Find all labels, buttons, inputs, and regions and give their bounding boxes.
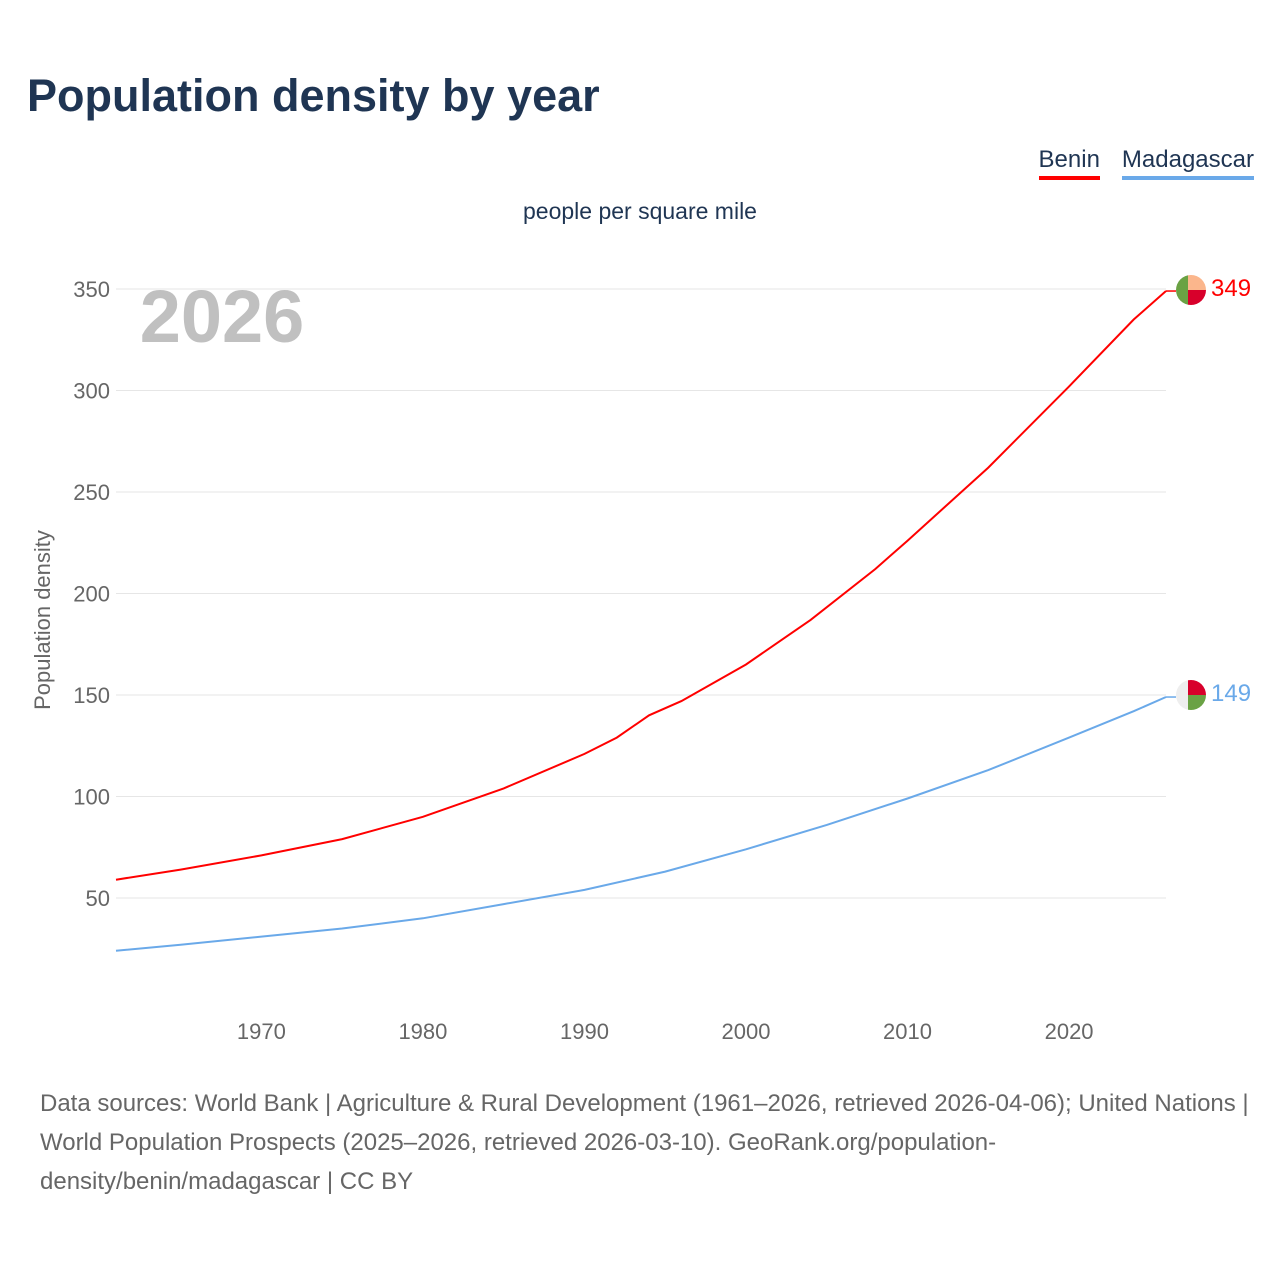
- legend-item-madagascar[interactable]: Madagascar: [1121, 146, 1254, 180]
- legend-item-benin[interactable]: Benin: [1038, 146, 1100, 180]
- series-line-benin: [115, 290, 1167, 881]
- x-tick-label: 2010: [883, 1019, 932, 1044]
- x-tick-label: 1980: [398, 1019, 447, 1044]
- benin-flag-icon: [1176, 275, 1206, 305]
- y-tick-label: 350: [73, 277, 110, 302]
- y-tick-label: 50: [86, 886, 110, 911]
- legend: Benin Madagascar: [1038, 146, 1254, 180]
- y-tick-label: 100: [73, 785, 110, 810]
- madagascar-flag-icon: [1176, 680, 1206, 710]
- end-label-madagascar: 149: [1211, 680, 1251, 707]
- y-tick-label: 150: [73, 683, 110, 708]
- x-tick-label: 2020: [1045, 1019, 1094, 1044]
- end-label-benin: 349: [1211, 275, 1251, 302]
- x-tick-label: 1970: [237, 1019, 286, 1044]
- source-note: Data sources: World Bank | Agriculture &…: [40, 1090, 1249, 1195]
- chart-subtitle: people per square mile: [523, 198, 757, 224]
- x-tick-label: 1990: [560, 1019, 609, 1044]
- chart-title: Population density by year: [27, 70, 600, 121]
- y-axis-label: Population density: [30, 530, 55, 710]
- year-watermark: 2026: [140, 275, 305, 358]
- x-tick-label: 2000: [722, 1019, 771, 1044]
- series-line-madagascar: [115, 696, 1167, 952]
- y-tick-label: 200: [73, 582, 110, 607]
- y-tick-label: 250: [73, 480, 110, 505]
- y-tick-label: 300: [73, 379, 110, 404]
